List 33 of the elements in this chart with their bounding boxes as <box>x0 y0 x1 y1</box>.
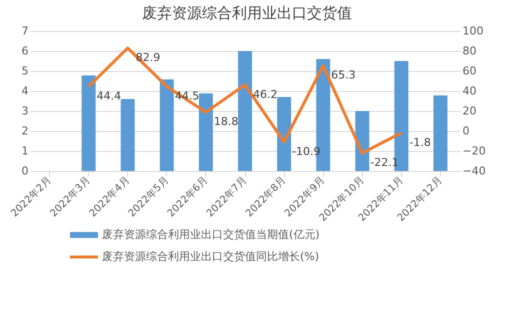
bar <box>277 97 292 171</box>
bar <box>355 111 370 171</box>
y2-tick-label: −40 <box>462 164 486 178</box>
y-tick-label: 5 <box>22 64 28 78</box>
y-tick-label: 7 <box>22 24 28 38</box>
legend-label: 废弃资源综合利用业出口交货值当期值(亿元) <box>102 228 320 241</box>
data-label: 46.2 <box>253 88 278 101</box>
data-label: 44.4 <box>96 90 122 103</box>
y2-tick-label: 0 <box>462 124 470 138</box>
bar <box>198 93 213 171</box>
y-tick-label: 4 <box>22 84 28 98</box>
y2-tick-label: 40 <box>462 84 476 98</box>
legend-label: 废弃资源综合利用业出口交货值同比增长(%) <box>102 250 320 263</box>
bar <box>238 51 252 171</box>
y2-tick-label: −20 <box>462 144 486 158</box>
bar <box>82 75 96 171</box>
y2-tick-label: 100 <box>462 24 484 38</box>
bar <box>120 99 135 171</box>
y2-tick-label: 80 <box>462 44 476 58</box>
bar <box>160 79 174 171</box>
y-tick-label: 0 <box>22 164 28 178</box>
y-tick-label: 3 <box>22 104 28 118</box>
y2-tick-label: 60 <box>462 64 476 78</box>
y-tick-label: 1 <box>22 144 28 158</box>
y-tick-label: 2 <box>22 124 28 138</box>
y2-tick-label: 20 <box>462 104 476 118</box>
bar <box>433 95 448 171</box>
data-label: -1.8 <box>409 136 431 149</box>
data-label: 65.3 <box>331 68 356 82</box>
chart-title: 废弃资源综合利用业出口交货值 <box>142 4 352 22</box>
y-tick-label: 6 <box>22 44 28 58</box>
line-series <box>87 46 403 155</box>
data-label: 18.8 <box>214 115 238 128</box>
